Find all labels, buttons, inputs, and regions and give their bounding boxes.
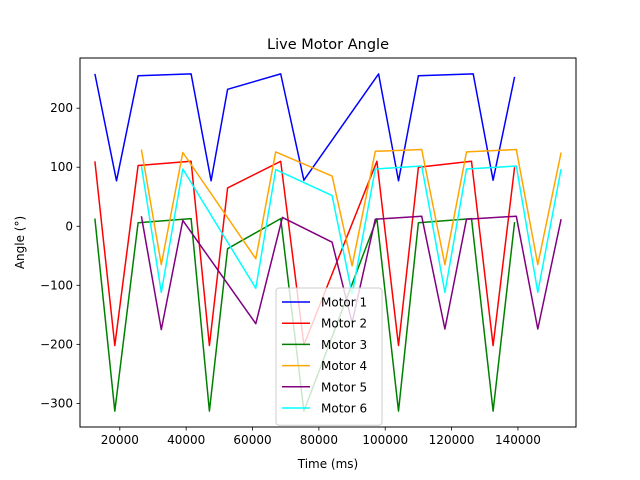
legend-label: Motor 6 — [321, 402, 367, 416]
y-tick-label: 200 — [50, 101, 73, 115]
series-line-5 — [140, 215, 562, 331]
y-tick-label: 100 — [50, 160, 73, 174]
series-line-1 — [94, 73, 516, 182]
axes-frame — [79, 57, 577, 428]
legend-label: Motor 2 — [321, 317, 367, 331]
x-tick-label: 40000 — [167, 433, 205, 447]
x-tick-label: 140000 — [495, 433, 541, 447]
legend-box — [275, 287, 383, 426]
series-line-4 — [140, 148, 562, 267]
legend-label: Motor 3 — [321, 338, 367, 352]
x-tick-label: 20000 — [101, 433, 139, 447]
y-tick-label: 0 — [65, 219, 73, 233]
legend-label: Motor 5 — [321, 380, 367, 394]
y-tick-label: −200 — [40, 337, 73, 351]
x-axis-label: Time (ms) — [297, 457, 359, 471]
chart-title: Live Motor Angle — [267, 37, 389, 53]
y-tick-label: −300 — [40, 396, 73, 410]
series-line-2 — [94, 160, 516, 347]
x-axis: 20000 40000 60000 80000 100000 120000 140000 — [101, 427, 541, 447]
legend-label: Motor 1 — [321, 296, 367, 310]
x-tick-label: 60000 — [233, 433, 271, 447]
x-tick-label: 80000 — [300, 433, 338, 447]
y-axis: −300 −200 −100 0 100 200 — [40, 101, 80, 410]
y-tick-label: −100 — [40, 278, 73, 292]
legend-label: Motor 4 — [321, 359, 367, 373]
x-tick-label: 120000 — [429, 433, 475, 447]
series-line-6 — [140, 165, 562, 295]
y-axis-label: Angle (°) — [13, 216, 27, 269]
x-tick-label: 100000 — [362, 433, 408, 447]
legend: Motor 1 Motor 2 Motor 3 Motor 4 Motor 5 Motor… — [275, 287, 383, 426]
